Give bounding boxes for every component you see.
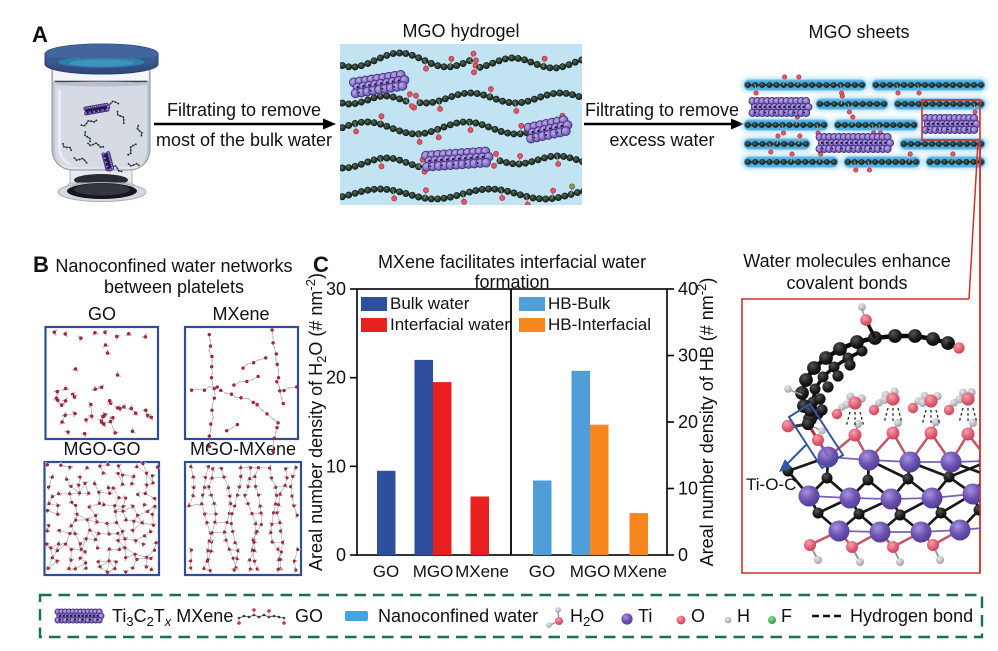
svg-text:10: 10 xyxy=(678,479,698,499)
svg-text:Ti: Ti xyxy=(638,606,652,626)
svg-text:covalent bonds: covalent bonds xyxy=(786,273,907,293)
svg-text:GO: GO xyxy=(295,606,323,626)
svg-text:MXene: MXene xyxy=(455,562,509,581)
svg-text:excess water: excess water xyxy=(609,130,714,150)
svg-text:MGO sheets: MGO sheets xyxy=(808,22,909,42)
svg-text:HB-Bulk: HB-Bulk xyxy=(548,294,611,313)
svg-text:F: F xyxy=(781,606,792,626)
svg-text:Ti3C2Tx MXene: Ti3C2Tx MXene xyxy=(112,606,233,629)
svg-text:GO: GO xyxy=(88,304,116,324)
svg-text:Nanoconfined water: Nanoconfined water xyxy=(378,606,538,626)
svg-text:A: A xyxy=(32,22,48,47)
svg-text:10: 10 xyxy=(326,456,346,476)
svg-text:MGO: MGO xyxy=(413,562,454,581)
svg-text:GO: GO xyxy=(529,562,555,581)
svg-text:H: H xyxy=(737,606,750,626)
svg-text:MXene: MXene xyxy=(212,304,269,324)
svg-text:0: 0 xyxy=(678,545,688,565)
svg-text:MGO: MGO xyxy=(570,562,611,581)
svg-text:between platelets: between platelets xyxy=(104,277,244,297)
svg-text:Water molecules enhance: Water molecules enhance xyxy=(743,251,950,271)
svg-text:30: 30 xyxy=(326,279,346,299)
svg-text:Nanoconfined water networks: Nanoconfined water networks xyxy=(55,256,292,276)
svg-text:most of the bulk water: most of the bulk water xyxy=(156,130,332,150)
svg-text:0: 0 xyxy=(336,545,346,565)
svg-text:C: C xyxy=(313,252,329,277)
svg-text:20: 20 xyxy=(326,368,346,388)
svg-text:MXene: MXene xyxy=(613,562,667,581)
svg-text:Areal number density of HB (#: Areal number density of HB (# nm-2) xyxy=(694,278,717,567)
svg-text:B: B xyxy=(33,252,49,277)
svg-text:20: 20 xyxy=(678,412,698,432)
svg-text:GO: GO xyxy=(373,562,399,581)
svg-text:O: O xyxy=(691,606,705,626)
svg-text:formation: formation xyxy=(474,272,549,292)
svg-text:30: 30 xyxy=(678,346,698,366)
svg-text:H2O: H2O xyxy=(570,606,604,629)
svg-text:Hydrogen bond: Hydrogen bond xyxy=(850,606,973,626)
svg-text:MGO-GO: MGO-GO xyxy=(64,439,141,459)
svg-text:MGO hydrogel: MGO hydrogel xyxy=(402,21,519,41)
svg-text:MGO-MXene: MGO-MXene xyxy=(190,439,296,459)
svg-text:Ti-O-C: Ti-O-C xyxy=(746,475,796,494)
svg-text:HB-Interfacial: HB-Interfacial xyxy=(548,315,651,334)
svg-text:Interfacial water: Interfacial water xyxy=(390,315,510,334)
svg-text:40: 40 xyxy=(678,279,698,299)
svg-text:Bulk water: Bulk water xyxy=(390,294,470,313)
svg-text:Filtrating to remove: Filtrating to remove xyxy=(585,100,739,120)
svg-text:MXene facilitates interfacial: MXene facilitates interfacial water xyxy=(378,252,646,272)
svg-text:Filtrating to remove: Filtrating to remove xyxy=(167,100,321,120)
svg-text:Areal number density of H2O (#: Areal number density of H2O (# nm-2) xyxy=(303,273,329,571)
